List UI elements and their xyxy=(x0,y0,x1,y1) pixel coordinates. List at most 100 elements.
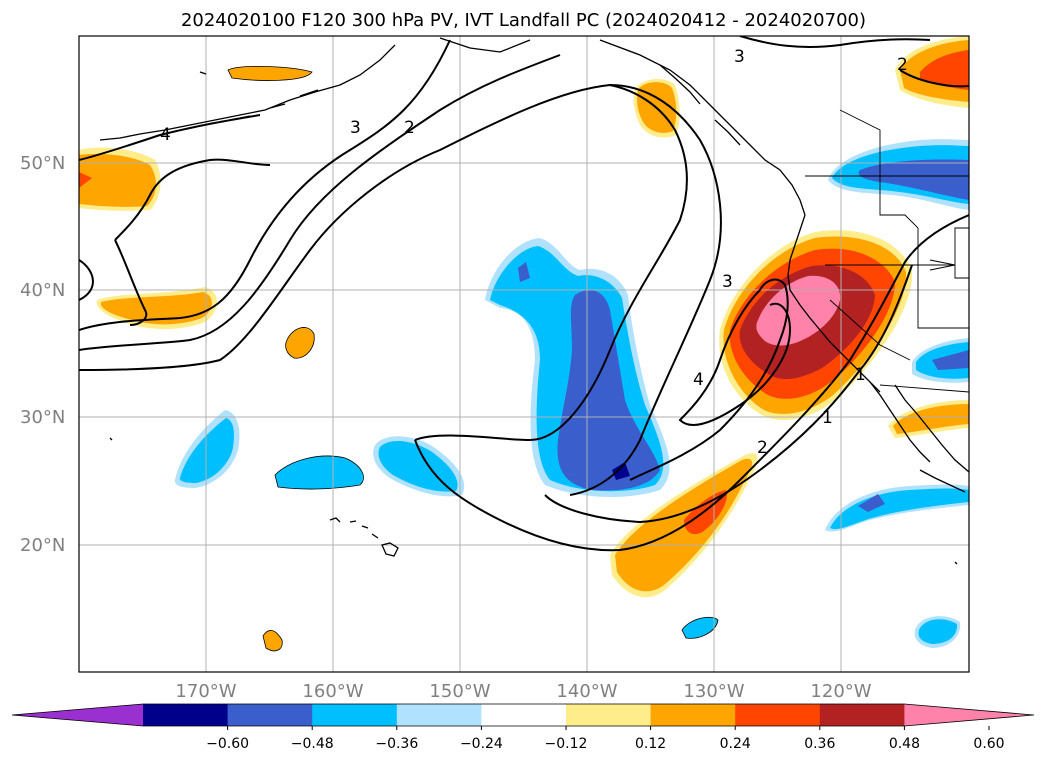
colorbar-segment xyxy=(143,704,229,726)
lat-label-20n: 20°N xyxy=(20,535,65,556)
colorbar: −0.60 −0.48 −0.36 −0.24 −0.12 0.12 0.24 0.36 0.4… xyxy=(11,703,1035,752)
colorbar-tick-label: −0.48 xyxy=(291,736,334,752)
baja-coast xyxy=(869,381,931,463)
pv-contour-1 xyxy=(544,264,913,524)
colorbar-tick-label: 0.60 xyxy=(973,736,1004,752)
colorbar-segment xyxy=(481,704,567,726)
aleutian-coast xyxy=(99,44,396,141)
positive-pv-anomalies xyxy=(79,36,969,652)
colorbar-tick-label: −0.36 xyxy=(375,736,418,752)
lon-label-140w: 140°W xyxy=(556,681,617,702)
colorbar-tick-label: −0.60 xyxy=(206,736,249,752)
pv-contour-2-east xyxy=(414,214,969,552)
map-title: 2024020100 F120 300 hPa PV, IVT Landfall… xyxy=(180,10,867,31)
coastlines xyxy=(99,37,969,565)
alaska-canada-border xyxy=(839,109,881,176)
longitude-labels: 170°W 160°W 150°W 140°W 130°W 120°W xyxy=(175,681,871,702)
neg-anomaly-blob-d xyxy=(681,616,719,639)
hawaiian-islands xyxy=(329,517,399,557)
contour-label-2a: 2 xyxy=(404,118,415,138)
neg-anomaly-blob-f xyxy=(830,488,969,530)
pv-contour-west-edge xyxy=(79,259,94,301)
neg-anomaly-blob-g-core xyxy=(932,350,969,370)
map-content: 4 3 2 3 3 4 2 1 1 2 xyxy=(79,36,969,672)
pv-contour-2-west xyxy=(79,54,561,351)
contour-label-3a: 3 xyxy=(350,118,361,138)
lat-label-50n: 50°N xyxy=(20,153,65,174)
contour-label-2b: 2 xyxy=(757,438,768,458)
pos-anomaly-band2 xyxy=(100,292,212,325)
pv-contour-2-ne xyxy=(899,69,969,88)
colorbar-segment xyxy=(227,704,313,726)
colorbar-segment xyxy=(566,704,652,726)
pos-anomaly-mexico xyxy=(893,404,969,434)
pv-contour-3-west xyxy=(79,39,451,331)
lon-label-170w: 170°W xyxy=(175,681,236,702)
lat-label-30n: 30°N xyxy=(20,407,65,428)
neg-anomaly-central-peak xyxy=(612,462,630,480)
pv-contour-3-west3 xyxy=(114,239,148,326)
colorbar-tick-label: 0.12 xyxy=(635,736,666,752)
latitude-labels: 50°N 40°N 30°N 20°N xyxy=(20,153,65,556)
negative-pv-anomalies xyxy=(174,139,969,648)
pos-anomaly-small-b xyxy=(227,65,313,81)
colorbar-tick-label: 0.48 xyxy=(889,736,920,752)
gulf-alaska-coast xyxy=(439,37,806,216)
lon-label-120w: 120°W xyxy=(810,681,871,702)
neg-anomaly-central-core xyxy=(557,290,660,491)
colorbar-tick-label: −0.24 xyxy=(460,736,503,752)
neg-anomaly-blob-e xyxy=(918,619,958,644)
pos-anomaly-small-a xyxy=(285,327,315,359)
pv-contour-2-loop xyxy=(79,83,722,496)
neg-anomaly-small-core xyxy=(518,262,530,282)
pos-anomaly-west xyxy=(79,153,156,207)
colorbar-extend-low xyxy=(12,704,143,726)
colorbar-extend-high xyxy=(904,704,1034,726)
state-borders-c xyxy=(954,227,969,279)
lon-label-160w: 160°W xyxy=(302,681,363,702)
colorbar-segment xyxy=(650,704,736,726)
neg-anomaly-blob-a xyxy=(378,440,458,492)
pv-contours xyxy=(79,36,969,552)
neg-anomaly-blob-f-core xyxy=(858,494,885,512)
colorbar-outline xyxy=(11,703,1035,727)
bc-islands xyxy=(659,64,741,146)
colorbar-tick-label: −0.12 xyxy=(545,736,588,752)
pos-anomaly-main-060 xyxy=(756,275,841,346)
small-islands xyxy=(109,71,958,565)
contour-labels: 4 3 2 3 3 4 2 1 1 2 xyxy=(160,47,908,458)
us-mexico-border xyxy=(879,384,969,393)
contour-label-3b: 3 xyxy=(734,47,745,67)
colorbar-segment xyxy=(735,704,821,726)
pv-contour-4 xyxy=(678,289,792,426)
colorbar-segment xyxy=(819,704,905,726)
contour-label-4a: 4 xyxy=(160,125,171,145)
lat-label-40n: 40°N xyxy=(20,280,65,301)
pv-contour-3-north xyxy=(739,36,931,48)
neg-anomaly-blob-b xyxy=(274,455,364,490)
contour-label-2c: 2 xyxy=(897,55,908,75)
colorbar-segment xyxy=(396,704,482,726)
pos-anomaly-ne-core xyxy=(920,50,969,90)
lon-label-150w: 150°W xyxy=(429,681,490,702)
neg-anomaly-ne-core xyxy=(858,159,969,200)
us-west-coast xyxy=(787,214,881,393)
pv-contour-3-west2 xyxy=(114,158,271,241)
pv-contour-4-west xyxy=(79,114,261,161)
mexico-south-coast xyxy=(919,469,966,493)
mexico-mainland-coast xyxy=(894,384,969,473)
neg-anomaly-blob-c xyxy=(179,418,234,483)
contour-label-1a: 1 xyxy=(822,408,833,428)
map-frame xyxy=(78,35,970,673)
colorbar-tick-label: 0.36 xyxy=(804,736,835,752)
political-borders xyxy=(805,109,969,393)
colorbar-segment xyxy=(312,704,398,726)
colorbar-tick-label: 0.24 xyxy=(720,736,751,752)
pos-anomaly-west-core xyxy=(79,172,92,188)
pv-contour-3-inner xyxy=(629,278,789,481)
contour-label-3c: 3 xyxy=(722,272,733,292)
lon-label-130w: 130°W xyxy=(683,681,744,702)
contour-label-4b: 4 xyxy=(693,370,704,390)
pos-anomaly-small-c xyxy=(262,630,283,652)
